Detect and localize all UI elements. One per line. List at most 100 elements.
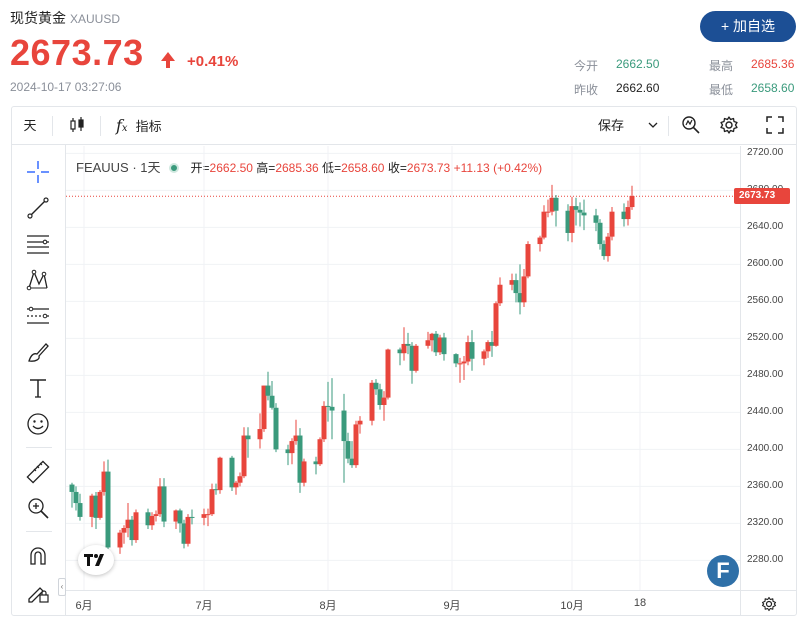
candle-body (425, 340, 431, 346)
last-price: 2673.73 (10, 32, 144, 73)
toolbar-divider (100, 116, 101, 136)
x-tick-label: 6月 (75, 600, 93, 612)
add-to-watchlist-button[interactable]: + 加自选 (700, 11, 796, 42)
legend-close: 2673.73 (406, 161, 451, 175)
candle (577, 202, 583, 227)
fib-retracement-icon[interactable] (25, 231, 51, 257)
emoji-icon[interactable] (25, 411, 51, 437)
text-icon[interactable] (25, 375, 51, 401)
zoom-in-icon[interactable] (25, 495, 51, 521)
candle (381, 391, 387, 421)
sidebar-divider (26, 447, 52, 448)
candle (157, 478, 163, 517)
candle (213, 483, 219, 495)
interval-button[interactable]: 天 (23, 118, 37, 133)
projection-icon[interactable] (25, 303, 51, 329)
candle (429, 332, 435, 352)
market-status-icon (168, 163, 179, 173)
candle-body (241, 435, 247, 477)
candle-body (149, 516, 155, 526)
candle (581, 199, 587, 231)
fullscreen-icon[interactable] (760, 107, 790, 145)
f-logo-icon[interactable]: F (707, 555, 739, 587)
x-tick-label: 18 (633, 597, 647, 609)
candle-body (593, 215, 599, 223)
tradingview-logo-icon[interactable] (78, 545, 114, 575)
candle-body (177, 510, 183, 524)
candle (217, 456, 223, 494)
candle-body (385, 349, 391, 398)
candle-body (485, 342, 491, 352)
candle-body (293, 435, 299, 442)
candle (373, 379, 379, 395)
candles-icon[interactable] (62, 107, 92, 145)
candle-body (441, 337, 447, 355)
lock-draw-icon[interactable] (25, 579, 51, 605)
candle (621, 203, 627, 227)
crosshair-icon[interactable] (25, 159, 51, 185)
ruler-icon[interactable] (25, 459, 51, 485)
candle (329, 378, 335, 440)
candle (161, 478, 167, 528)
time-axis[interactable]: 6月 7月 8月 9月 10月 18 (66, 590, 740, 616)
candle-body (521, 276, 527, 303)
low-value: 2658.60 (751, 81, 795, 95)
candle (261, 385, 267, 432)
trend-line-icon[interactable] (25, 195, 51, 221)
candle-body (97, 491, 103, 518)
legend-title: FEAUUS · 1天 (76, 160, 161, 175)
candle (69, 482, 75, 508)
gear-icon[interactable] (714, 107, 744, 145)
sidebar-divider (26, 531, 52, 532)
x-tick-label: 8月 (319, 600, 337, 612)
candle-body (185, 516, 191, 544)
candle-body (105, 471, 111, 548)
y-tick-label: 2640.00 (747, 221, 784, 233)
candle-body (121, 528, 127, 533)
candle (549, 184, 555, 216)
candlestick-plot[interactable] (66, 146, 740, 590)
candle-body (553, 197, 559, 211)
candle (101, 461, 107, 496)
legend-low: 2658.60 (341, 161, 385, 175)
candle-body (205, 514, 211, 516)
candle (509, 273, 515, 291)
save-dropdown[interactable]: 保存 (592, 107, 662, 145)
candle (265, 371, 271, 401)
candle (73, 486, 79, 511)
candle-body (357, 420, 363, 425)
candle-body (597, 222, 603, 245)
indicators-button[interactable]: fx 指标 (110, 107, 180, 145)
candle-body (73, 491, 79, 504)
price-axis[interactable]: 2720.002680.002640.002600.002560.002520.… (740, 146, 796, 590)
candle (377, 383, 383, 410)
pattern-icon[interactable] (25, 267, 51, 293)
brush-icon[interactable] (25, 339, 51, 365)
candle-body (349, 458, 355, 466)
candle-body (453, 354, 459, 364)
open-quote: 今开 2662.50 (574, 57, 659, 74)
candle-body (353, 424, 359, 466)
low-quote: 最低 2658.60 (709, 81, 794, 98)
quick-search-icon[interactable] (676, 107, 706, 145)
y-tick-label: 2320.00 (747, 517, 784, 529)
prev-close-quote: 昨收 2662.60 (574, 81, 659, 98)
chart-legend: FEAUUS · 1天 开=2662.50 高=2685.36 低=2658.60… (76, 160, 543, 175)
candle-body (509, 280, 515, 285)
axis-settings-icon[interactable] (740, 590, 796, 616)
candle (413, 343, 419, 373)
collapse-sidebar-icon[interactable]: ‹ (58, 578, 66, 596)
candle-body (285, 449, 291, 454)
candle-body (89, 495, 95, 517)
magnet-icon[interactable] (25, 543, 51, 569)
candle (289, 438, 295, 465)
candle (285, 444, 291, 466)
candle-body (313, 461, 319, 465)
candle (121, 525, 127, 544)
candle (209, 483, 215, 516)
last-price-label: 2673.73 (734, 188, 790, 205)
candle-body (517, 293, 523, 303)
candle (133, 509, 139, 543)
candle-body (345, 441, 351, 459)
candle (629, 185, 635, 210)
